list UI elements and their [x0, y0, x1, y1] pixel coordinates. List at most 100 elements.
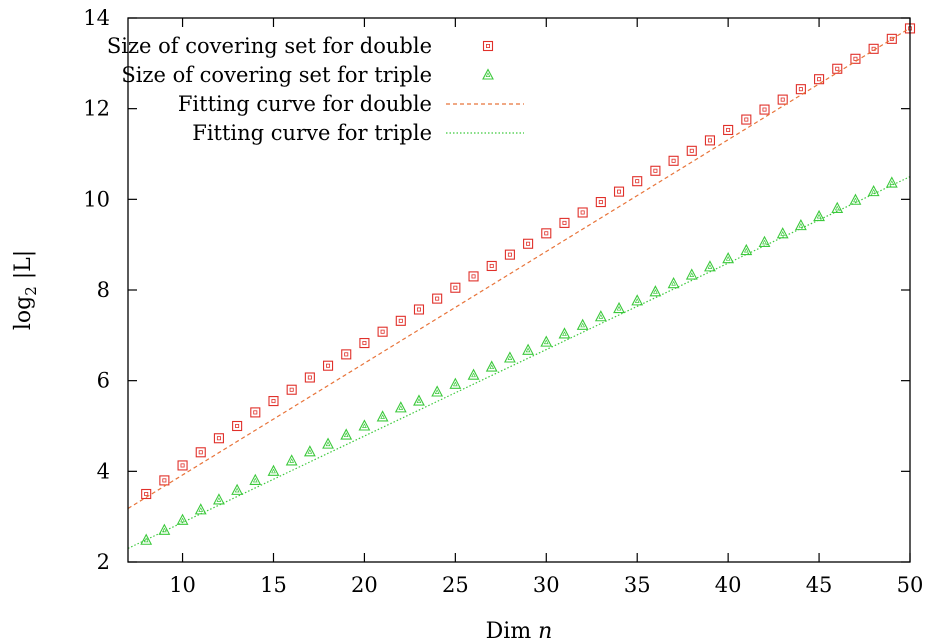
- x-tick-label: 25: [442, 573, 469, 597]
- x-axis-label: Dim n: [486, 619, 553, 644]
- data-point: [632, 176, 643, 187]
- legend-label: Size of covering set for double: [107, 34, 432, 58]
- legend-label: Fitting curve for double: [178, 92, 432, 116]
- data-point: [213, 493, 225, 505]
- x-tick-label: 10: [169, 573, 196, 597]
- data-point: [722, 252, 735, 264]
- data-point: [231, 483, 244, 495]
- data-point: [195, 447, 206, 458]
- legend-swatch: [482, 40, 494, 52]
- data-point: [268, 396, 279, 407]
- data-point: [322, 437, 334, 449]
- data-point: [740, 243, 753, 256]
- x-tick-label: 45: [806, 573, 833, 597]
- data-point: [377, 326, 388, 337]
- data-point: [232, 420, 243, 432]
- data-point: [776, 227, 789, 239]
- legend-swatch: [482, 68, 494, 80]
- series-layer: [127, 23, 916, 549]
- x-tick-label: 20: [351, 573, 378, 597]
- y-tick-label: 14: [83, 6, 110, 30]
- y-tick-label: 12: [83, 97, 110, 121]
- y-axis-label: log2 |L|: [11, 250, 40, 330]
- data-point: [685, 268, 698, 280]
- data-point: [813, 209, 825, 222]
- series-3: [127, 176, 911, 549]
- legend-entry: Size of covering set for triple: [121, 63, 494, 87]
- data-point: [704, 260, 716, 272]
- data-point: [486, 260, 497, 272]
- data-point: [159, 475, 170, 486]
- data-point: [141, 488, 152, 500]
- data-point: [467, 368, 480, 380]
- data-point: [177, 460, 188, 471]
- data-point: [668, 155, 679, 166]
- data-point: [341, 349, 352, 360]
- legend-label: Size of covering set for triple: [121, 63, 432, 87]
- data-point: [250, 407, 261, 418]
- data-point: [395, 315, 406, 326]
- legend-entry: Fitting curve for triple: [192, 121, 524, 145]
- x-tick-label: 40: [715, 573, 742, 597]
- data-point: [650, 165, 661, 176]
- data-point: [631, 294, 644, 306]
- data-point: [558, 327, 571, 339]
- data-point: [613, 301, 625, 314]
- data-point: [485, 360, 498, 372]
- data-point: [794, 218, 807, 231]
- data-point: [723, 124, 734, 136]
- data-point: [686, 145, 697, 156]
- data-point: [832, 63, 843, 74]
- data-point: [267, 464, 280, 476]
- fit-line: [127, 27, 911, 510]
- legend-entry: Fitting curve for double: [178, 92, 524, 116]
- y-tick-label: 2: [97, 550, 110, 574]
- series-0: [141, 23, 916, 500]
- data-point: [867, 184, 880, 197]
- data-point: [358, 419, 371, 431]
- data-point: [340, 428, 353, 440]
- data-point: [285, 454, 298, 466]
- data-point: [303, 445, 316, 457]
- data-point: [431, 385, 444, 397]
- legend: Size of covering set for double Size of c…: [107, 34, 524, 145]
- data-point: [559, 217, 570, 228]
- data-point: [741, 114, 752, 125]
- data-point: [777, 94, 788, 105]
- legend-entry: Size of covering set for double: [107, 34, 494, 58]
- data-point: [504, 249, 515, 260]
- y-tick-label: 6: [97, 369, 110, 393]
- data-point: [432, 293, 443, 304]
- series-2: [127, 27, 911, 510]
- data-point: [595, 197, 606, 208]
- data-point: [249, 473, 262, 485]
- data-point: [814, 74, 825, 85]
- data-point: [758, 235, 771, 247]
- y-tick-label: 10: [83, 187, 110, 211]
- fit-line: [127, 176, 911, 549]
- y-tick-label: 4: [97, 459, 110, 483]
- data-point: [649, 285, 662, 297]
- data-point: [594, 310, 607, 322]
- x-tick-label: 35: [624, 573, 651, 597]
- data-point: [503, 351, 516, 363]
- data-point: [540, 335, 553, 347]
- data-point: [850, 53, 861, 64]
- series-1: [140, 176, 898, 545]
- data-point: [140, 533, 153, 545]
- data-point: [304, 372, 315, 383]
- data-point: [450, 282, 461, 293]
- data-point: [885, 176, 898, 188]
- data-point: [523, 238, 534, 249]
- legend-label: Fitting curve for triple: [192, 121, 432, 145]
- data-point: [213, 433, 224, 444]
- x-tick-label: 15: [260, 573, 287, 597]
- data-point: [759, 104, 770, 115]
- x-tick-label: 30: [533, 573, 560, 597]
- data-point: [613, 186, 625, 197]
- data-point: [286, 384, 297, 395]
- data-point: [795, 84, 806, 95]
- data-point: [449, 377, 462, 389]
- y-tick-label: 8: [97, 278, 110, 302]
